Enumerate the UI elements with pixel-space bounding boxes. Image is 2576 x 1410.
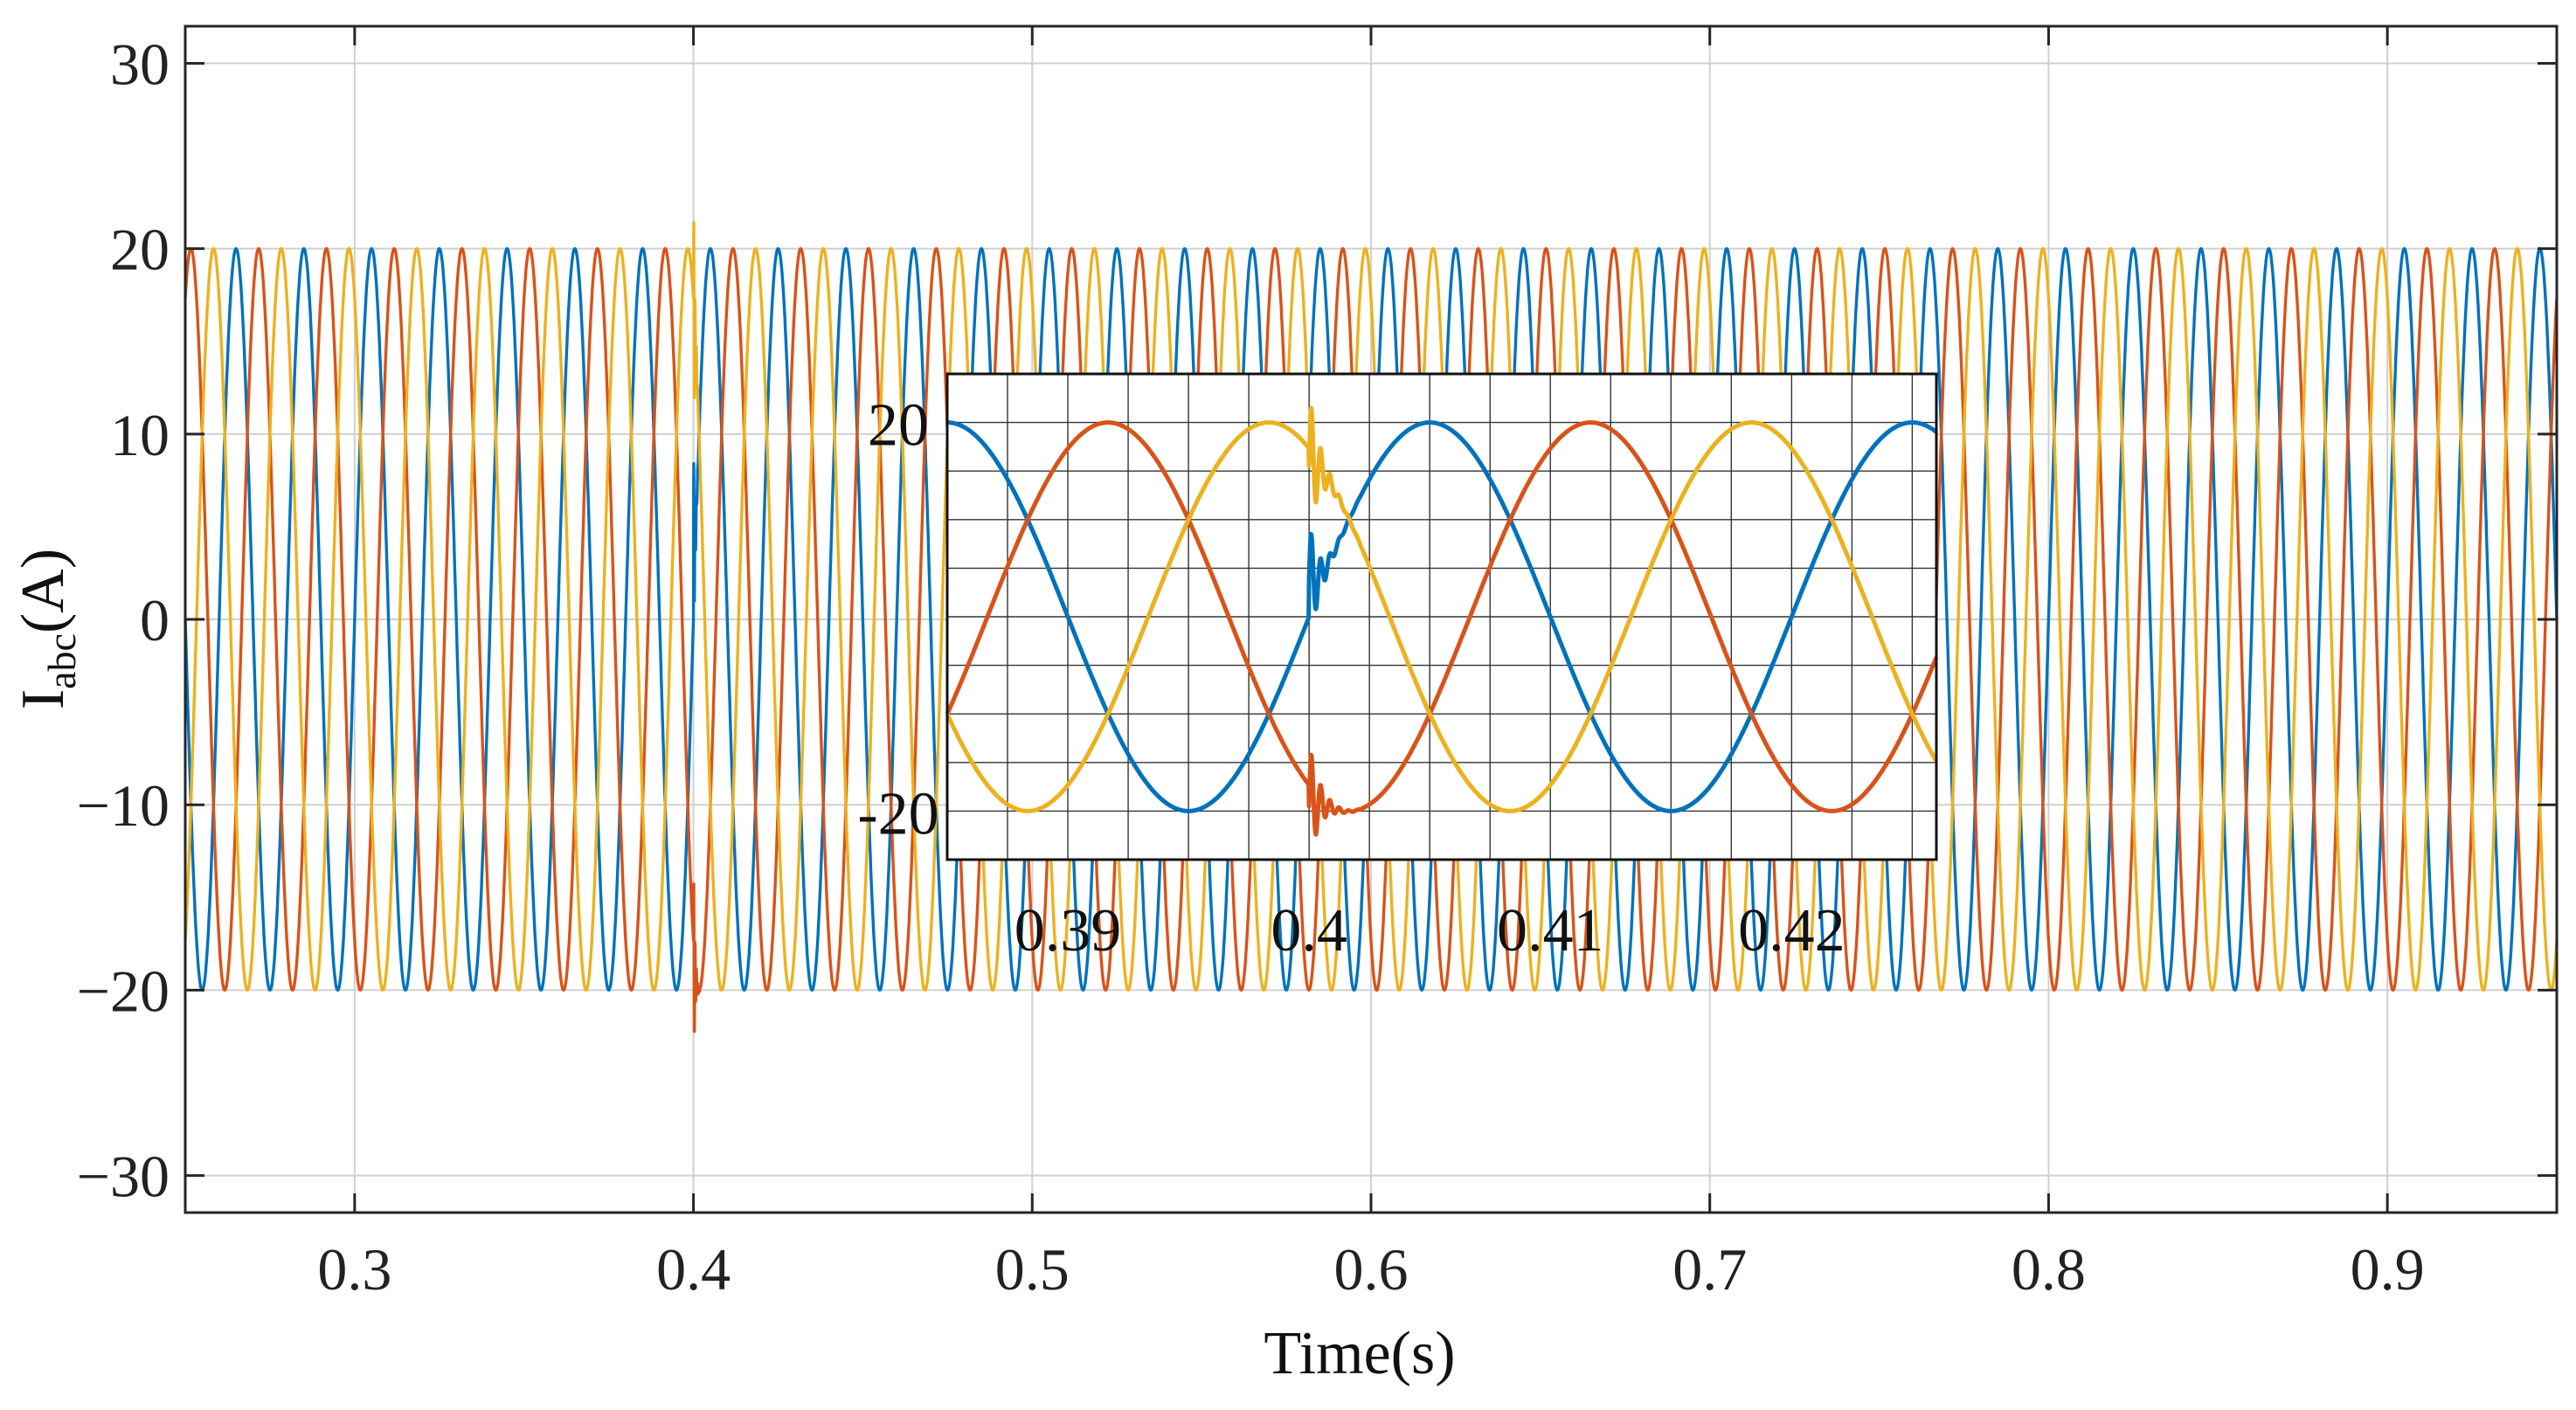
inset-y-tick-labels: -20 20 [857,392,938,848]
y-tick-label: 30 [110,31,170,97]
y-tick-label: −30 [77,1144,170,1210]
inset-x-tick-label: 0.39 [1014,897,1122,964]
inset-zoom-plot: -20 20 [857,372,1939,861]
inset-series-group [945,405,1939,837]
inset-y-tick-label: 20 [868,392,929,460]
y-tick-label: 20 [110,217,170,283]
x-tick-label: 0.9 [2351,1236,2425,1303]
series-line-ic [945,405,1939,813]
x-axis-title: Time(s) [1264,1320,1455,1387]
inset-plot-frame [945,372,1938,861]
x-tick-label: 0.8 [2012,1236,2086,1303]
y-axis-title-unit: (A) [10,549,77,633]
series-line-ib [945,420,1939,837]
y-axis-title: Iabc(A) [10,549,84,709]
inset-x-tick-label: 0.41 [1497,897,1604,964]
inset-x-tick-label: 0.4 [1271,897,1347,964]
y-tick-label: 0 [140,587,170,653]
x-tick-label: 0.7 [1672,1236,1747,1303]
main-x-tick-labels: 0.3 0.4 0.5 0.6 0.7 0.8 0.9 [317,1236,2424,1303]
series-line-ia [945,420,1938,813]
inset-x-tick-label: 0.42 [1738,897,1845,964]
inset-x-tick-labels: 0.39 0.4 0.41 0.42 [1014,897,1845,964]
y-axis-title-subscript: abc [39,633,84,689]
series-line-ic [184,221,2559,992]
y-tick-label: 10 [110,402,170,468]
x-tick-label: 0.6 [1334,1236,1409,1303]
inset-y-tick-label: -20 [857,780,938,847]
y-tick-label: −10 [77,772,170,839]
y-tick-label: −20 [77,957,170,1024]
main-tick-marks [185,26,2557,1213]
main-y-tick-labels: −30 −20 −10 0 10 20 30 [77,31,170,1209]
x-tick-label: 0.4 [656,1236,731,1303]
series-line-ib [184,246,2559,1033]
x-tick-label: 0.5 [995,1236,1070,1303]
x-tick-label: 0.3 [317,1236,391,1303]
y-axis-title-main: I [10,689,77,709]
